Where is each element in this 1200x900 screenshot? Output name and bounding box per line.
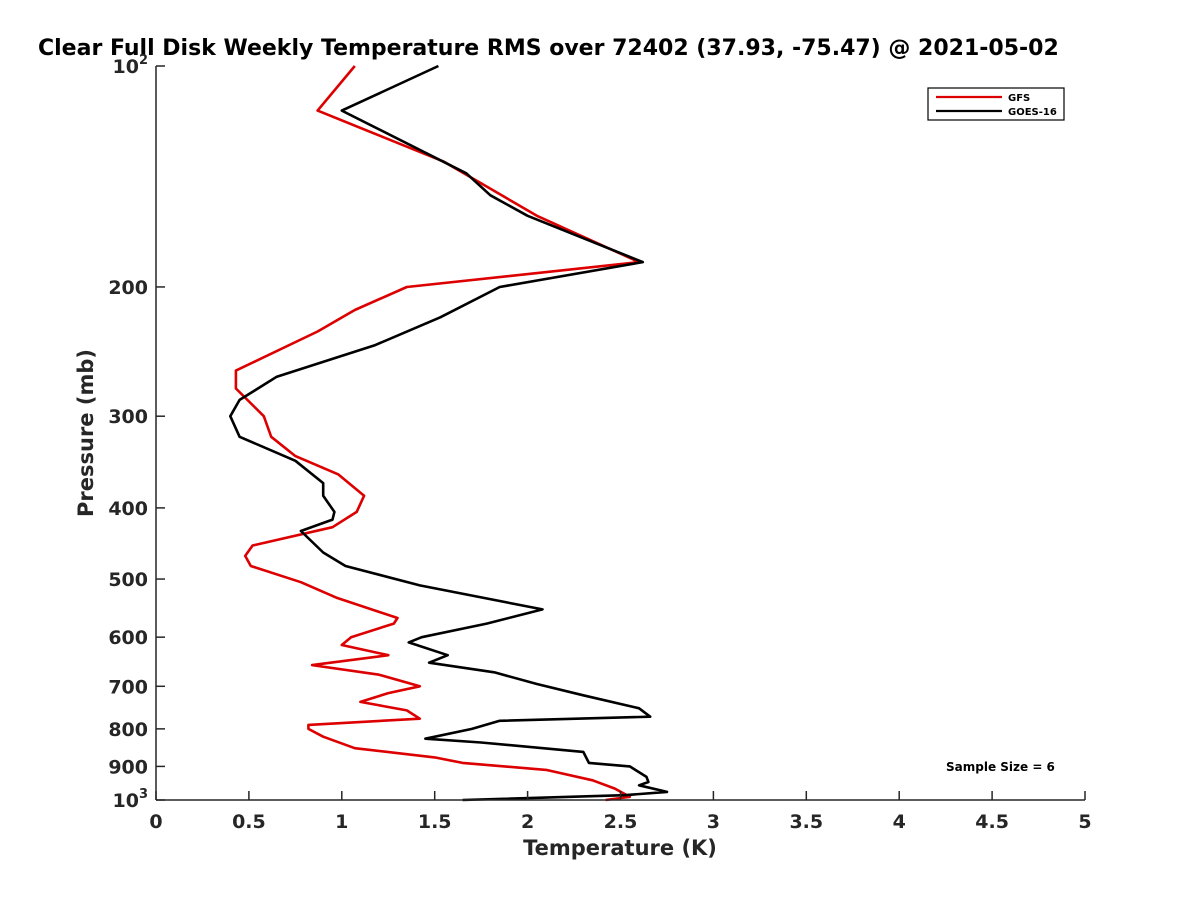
y-tick-label: 400 [108,498,148,520]
y-tick-label: 700 [108,676,148,698]
series-layer [229,64,669,802]
x-tick-label: 4 [893,811,906,833]
legend-label-gfs: GFS [1008,93,1030,104]
x-tick-label: 5 [1078,811,1091,833]
y-tick-label: 103 [113,787,149,812]
x-tick-label: 0.5 [232,811,266,833]
x-tick-label: 4.5 [975,811,1009,833]
legend-label-goes16: GOES-16 [1008,107,1057,118]
y-tick-label: 200 [108,277,148,299]
legend-box [927,87,1065,121]
x-axis-label: Temperature (K) [523,836,717,860]
chart-title: Clear Full Disk Weekly Temperature RMS o… [38,36,1059,61]
series-line-goes16 [229,64,669,802]
y-tick-label: 600 [108,627,148,649]
y-axis-ticks: 102 200 300 400 500 600 700 800 900 103 [108,53,165,812]
y-tick-label: 102 [113,53,149,78]
plot-area: 0 0.5 1 1.5 2 2.5 3 3.5 4 4.5 5 102 200 300 400 500 600… [108,53,1091,833]
x-tick-label: 3 [707,811,720,833]
x-tick-label: 3.5 [789,811,823,833]
series-line-gfs [234,65,641,802]
x-tick-label: 1.5 [418,811,452,833]
x-tick-label: 2.5 [604,811,638,833]
x-tick-label: 2 [521,811,534,833]
y-tick-label: 300 [108,406,148,428]
y-tick-label: 500 [108,569,148,591]
x-axis-ticks: 0 0.5 1 1.5 2 2.5 3 3.5 4 4.5 5 [149,791,1092,833]
legend: GFS GOES-16 [927,87,1065,121]
sample-size-annotation: Sample Size = 6 [946,760,1055,774]
y-tick-label: 800 [108,719,148,741]
y-axis-label: Pressure (mb) [74,349,98,517]
y-tick-label: 900 [108,756,148,778]
x-tick-label: 1 [335,811,348,833]
x-tick-label: 0 [149,811,162,833]
